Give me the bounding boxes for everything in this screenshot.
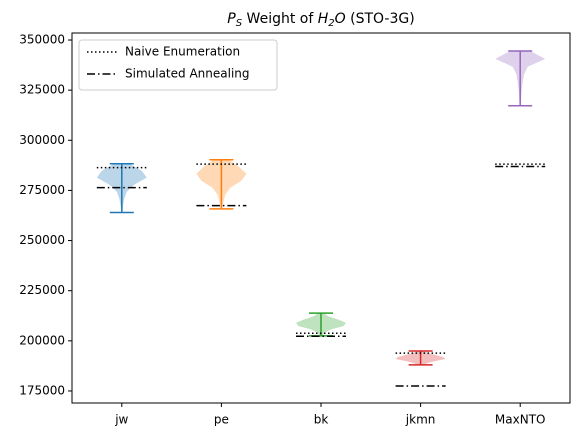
legend-box	[78, 39, 278, 91]
y-tick-label: 225000	[19, 283, 65, 297]
x-tick-label: jw	[114, 413, 128, 427]
legend-label: Naive Enumeration	[125, 45, 240, 59]
x-tick-label: jkmn	[405, 413, 436, 427]
y-tick-label: 350000	[19, 33, 65, 47]
legend: Naive Enumeration Simulated Annealing	[78, 39, 278, 91]
y-tick-label: 275000	[19, 183, 65, 197]
legend-label: Simulated Annealing	[125, 67, 250, 81]
y-tick-label: 175000	[19, 383, 65, 397]
x-tick-label: bk	[314, 413, 329, 427]
y-tick-label: 250000	[19, 233, 65, 247]
x-tick-label: pe	[214, 413, 229, 427]
y-tick-label: 200000	[19, 333, 65, 347]
x-tick-label: MaxNTO	[495, 413, 546, 427]
y-tick-label: 300000	[19, 133, 65, 147]
chart-title: PS Weight of H2O (STO-3G)	[227, 11, 414, 29]
y-tick-label: 325000	[19, 83, 65, 97]
plot-frame	[71, 32, 571, 404]
